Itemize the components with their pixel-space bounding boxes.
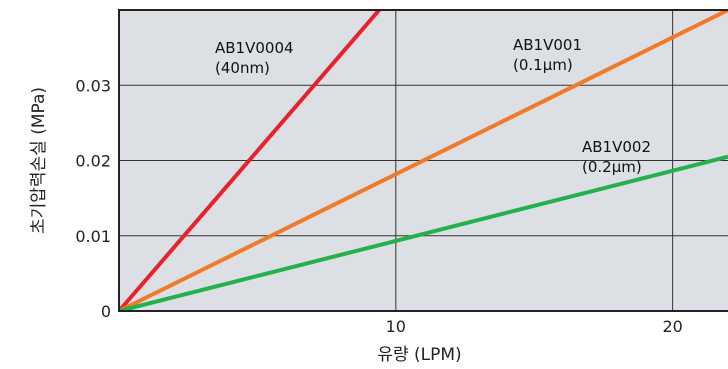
y-tick-label: 0.03 — [75, 76, 111, 95]
y-tick-label: 0.01 — [75, 227, 111, 246]
series-sublabel: (40nm) — [215, 59, 270, 77]
series-line-ab1v002 — [119, 154, 728, 311]
y-axis-title: 초기압력손실 (MPa) — [29, 87, 49, 234]
series-annotations: AB1V0004 (40nm) AB1V001 (0.1μm) AB1V002 (0.2μ… — [215, 36, 651, 176]
y-tick-label: 0 — [101, 302, 111, 321]
x-tick-label: 20 — [662, 317, 682, 336]
series-line-ab1v0004 — [119, 10, 381, 311]
series-line-ab1v001 — [119, 10, 728, 311]
series-label: AB1V001 — [513, 36, 582, 54]
series-label: AB1V002 — [582, 138, 651, 156]
y-tick-label: 0.02 — [75, 152, 111, 171]
tick-labels: 0 0.01 0.02 0.03 10 20 — [75, 76, 682, 336]
series-label: AB1V0004 — [215, 39, 294, 57]
series-sublabel: (0.1μm) — [513, 56, 573, 74]
x-tick-label: 10 — [386, 317, 406, 336]
series-sublabel: (0.2μm) — [582, 158, 642, 176]
series-lines — [119, 10, 728, 311]
x-axis-title: 유량 (LPM) — [377, 345, 461, 365]
plot-frame — [118, 9, 728, 312]
